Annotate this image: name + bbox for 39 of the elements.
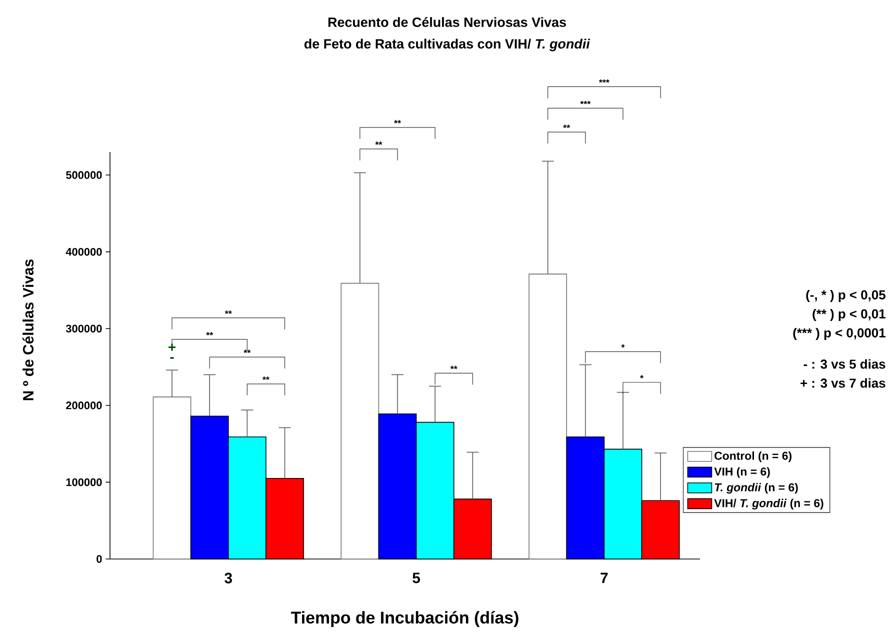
y-tick-label: 300000 bbox=[66, 324, 102, 332]
annotation: ** bbox=[262, 376, 270, 380]
bar bbox=[528, 274, 568, 560]
y-tick-label: 400000 bbox=[66, 248, 102, 256]
y-tick-label: 200000 bbox=[66, 402, 102, 410]
text: + : 3 vs 7 dias bbox=[800, 378, 886, 388]
chart-subtitle: de Feto de Rata cultivadas con VIH/ T. gondii bbox=[304, 38, 590, 52]
text: ** bbox=[394, 120, 401, 124]
chart-title: Recuento de Células Nerviosas Vivas bbox=[328, 16, 566, 27]
text: (** ) p < 0,01 bbox=[812, 308, 886, 322]
x-tick-label: 3 bbox=[224, 572, 232, 584]
x-tick-label: 5 bbox=[412, 572, 420, 584]
annotation: * bbox=[621, 344, 625, 348]
legend-label: T. gondii (n = 6) bbox=[714, 483, 798, 494]
annotation: * bbox=[640, 374, 644, 378]
text: *** bbox=[598, 79, 610, 83]
bar bbox=[340, 282, 380, 560]
annotation: ** bbox=[224, 310, 232, 314]
annotation: ** bbox=[244, 350, 251, 353]
text: ** bbox=[375, 142, 382, 145]
text: *** bbox=[580, 100, 591, 104]
y-tick-label: 100000 bbox=[66, 478, 102, 486]
text: (-, * ) p < 0,05 bbox=[806, 290, 886, 302]
legend-label: Control (n = 6) bbox=[714, 451, 792, 462]
y-tick-label: 0 bbox=[96, 555, 102, 563]
annotation: + bbox=[168, 344, 176, 351]
y-tick-label: 500000 bbox=[66, 171, 102, 179]
text: - : 3 vs 5 dias bbox=[804, 359, 886, 369]
legend-label: VIH/ T. gondii (n = 6) bbox=[714, 498, 824, 510]
annotation: ** bbox=[450, 366, 458, 370]
x-tick-label: 7 bbox=[600, 572, 608, 584]
y-axis-title: N º de Células Vivas bbox=[22, 259, 34, 400]
annotation: - bbox=[170, 357, 174, 359]
text: (*** ) p < 0,0001 bbox=[793, 328, 886, 340]
text: ** bbox=[563, 124, 570, 128]
x-axis-title: Tiempo de Incubación (días) bbox=[291, 611, 518, 627]
legend-label: VIH (n = 6) bbox=[714, 467, 770, 478]
bar bbox=[152, 396, 192, 560]
annotation: ** bbox=[206, 332, 214, 336]
